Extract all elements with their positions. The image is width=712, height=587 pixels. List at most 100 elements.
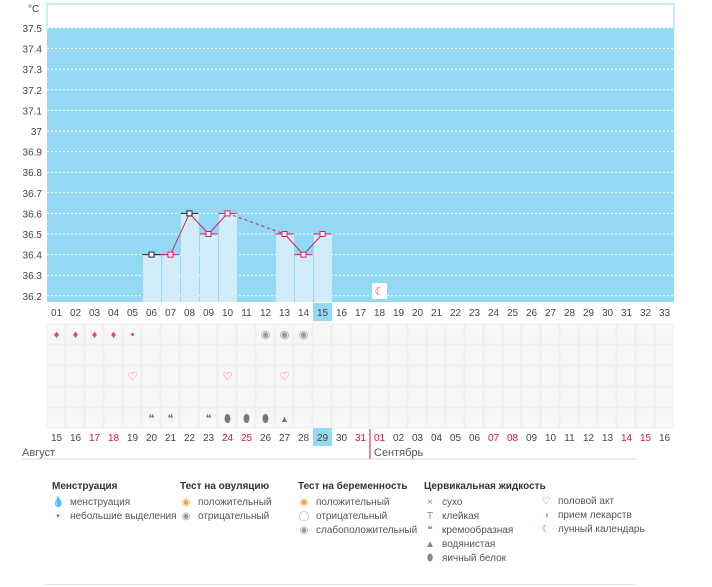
symptom-cell xyxy=(654,344,674,366)
day-number: 24 xyxy=(488,308,500,319)
symptom-cell xyxy=(350,407,370,429)
symptom-cell xyxy=(236,344,256,366)
symptom-cell xyxy=(122,386,142,408)
legend-pregnancy: Тест на беременность ◉ положительный ◯ отр… xyxy=(298,481,417,538)
y-tick-label: 36.7 xyxy=(23,189,43,200)
symptom-cell xyxy=(236,365,256,387)
day-number: 08 xyxy=(184,308,196,319)
y-tick-label: 36.6 xyxy=(23,209,43,220)
menstruation-heavy-icon: ♦ xyxy=(73,329,79,341)
symptom-cell xyxy=(464,386,484,408)
symptom-cell xyxy=(616,407,636,429)
symptom-cell xyxy=(122,407,142,429)
cross-icon: × xyxy=(427,497,433,508)
day-number: 17 xyxy=(355,308,367,319)
symptom-cell xyxy=(635,365,655,387)
symptom-cell xyxy=(483,365,503,387)
legend-item: положительный xyxy=(198,497,272,508)
symptom-cell xyxy=(464,344,484,366)
temperature-bar xyxy=(219,213,237,302)
symptom-cell xyxy=(559,344,579,366)
date-label: 12 xyxy=(583,433,595,444)
temperature-bar xyxy=(200,234,218,302)
symptom-cell xyxy=(179,365,199,387)
temperature-bar xyxy=(143,254,161,302)
legend-misc: ♡ половой акт ◑ прием лекарств ☾ лунный кал… xyxy=(540,495,645,537)
symptom-cell xyxy=(65,365,85,387)
heart-icon: ♡ xyxy=(541,496,551,507)
temperature-line-segment xyxy=(170,213,190,255)
symptom-cell xyxy=(578,386,598,408)
date-label: 09 xyxy=(526,433,538,444)
date-label: 15 xyxy=(51,433,63,444)
date-label: 26 xyxy=(260,433,272,444)
day-number: 32 xyxy=(640,308,652,319)
symptom-cell xyxy=(312,323,332,345)
symptom-cell xyxy=(445,365,465,387)
symptom-cell xyxy=(540,386,560,408)
moon-icon: ☾ xyxy=(375,286,385,298)
symptom-cell xyxy=(103,344,123,366)
symptom-cell xyxy=(521,365,541,387)
symptom-cell xyxy=(654,323,674,345)
symptom-cell xyxy=(635,407,655,429)
legend-item: менструация xyxy=(70,497,131,508)
temperature-bar xyxy=(295,254,313,302)
month-label-august: Август xyxy=(22,447,55,459)
symptom-cell xyxy=(521,323,541,345)
symptom-cell xyxy=(540,407,560,429)
symptom-cell xyxy=(350,323,370,345)
temperature-point xyxy=(167,251,174,258)
day-number: 20 xyxy=(412,308,424,319)
temperature-line-segment xyxy=(208,213,228,235)
creamy-fluid-icon: ❝ xyxy=(149,413,155,425)
temperature-point xyxy=(148,251,155,258)
symptom-cell xyxy=(103,386,123,408)
legend-title: Тест на беременность xyxy=(298,481,408,492)
symptom-cell xyxy=(217,344,237,366)
temperature-bar xyxy=(181,213,199,302)
moon-icon: ☾ xyxy=(541,524,551,535)
symptom-cell xyxy=(369,344,389,366)
symptom-cell xyxy=(616,386,636,408)
symptom-cell xyxy=(388,365,408,387)
day-number: 06 xyxy=(146,308,158,319)
symptom-cell xyxy=(540,323,560,345)
date-label: 11 xyxy=(564,433,575,444)
symptom-cell xyxy=(369,323,389,345)
day-number: 28 xyxy=(564,308,576,319)
date-label: 01 xyxy=(374,433,386,444)
symptom-cell xyxy=(388,386,408,408)
date-label: 04 xyxy=(431,433,443,444)
plot-top-frame xyxy=(46,3,675,29)
symptom-cell xyxy=(103,323,123,345)
symptom-cell xyxy=(635,386,655,408)
egg-icon: ⬮ xyxy=(426,553,434,564)
date-label: 25 xyxy=(241,433,253,444)
comma-drop-icon: ❝ xyxy=(427,525,433,536)
symptom-cell xyxy=(426,365,446,387)
symptom-cell xyxy=(635,323,655,345)
symptom-cell xyxy=(502,386,522,408)
symptom-cell xyxy=(350,365,370,387)
legend-item: кремообразная xyxy=(442,525,514,536)
symptom-cell xyxy=(635,344,655,366)
legend-title: Тест на овуляцию xyxy=(180,481,270,492)
day-number: 05 xyxy=(127,308,139,319)
symptom-cell xyxy=(597,323,617,345)
ovulation-negative-icon: ◉ xyxy=(280,329,290,341)
symptom-cell xyxy=(160,344,180,366)
date-label: 16 xyxy=(659,433,671,444)
y-tick-label: 37.1 xyxy=(23,106,43,117)
day-number: 29 xyxy=(583,308,595,319)
symptom-cell xyxy=(464,365,484,387)
temperature-point xyxy=(224,210,231,217)
symptom-cell xyxy=(312,386,332,408)
eggwhite-fluid-icon: ⬮ xyxy=(243,413,250,425)
symptom-cell xyxy=(578,323,598,345)
temperature-bar xyxy=(276,234,294,302)
symptom-cell xyxy=(578,407,598,429)
day-number: 10 xyxy=(222,308,234,319)
day-number: 07 xyxy=(165,308,177,319)
